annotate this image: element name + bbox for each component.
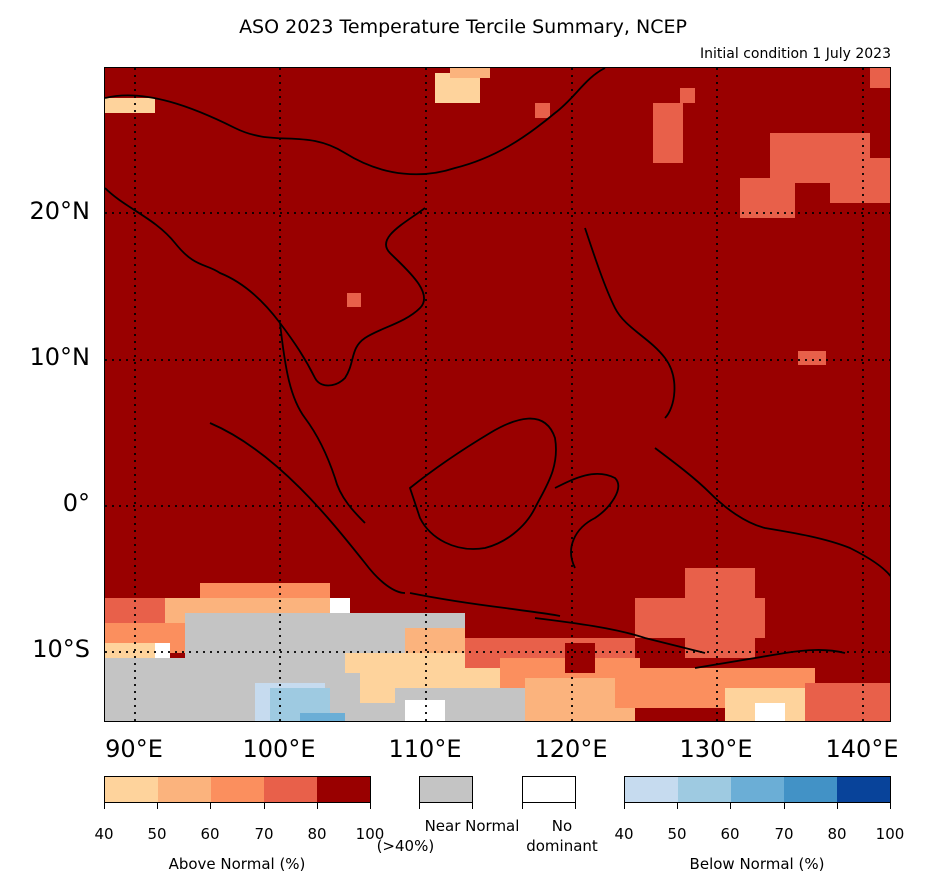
above-40-50-swatch [105, 777, 158, 802]
near-normal-swatch [419, 776, 473, 803]
below-tick-80: 80 [827, 825, 847, 843]
coastlines [105, 68, 890, 669]
lon-label-110e: 110°E [388, 735, 462, 763]
no-dominant-label-line1: No [551, 817, 573, 835]
forecast-map [104, 67, 891, 722]
above-50-60-swatch [158, 777, 211, 802]
below-70-80-swatch [784, 777, 837, 802]
above-tick-60: 60 [200, 825, 220, 843]
above-70-80-swatch [264, 777, 317, 802]
no-dominant-label: No dominant [526, 816, 598, 856]
lat-label-20n: 20°N [29, 197, 91, 225]
below-40-50-swatch [625, 777, 678, 802]
below-normal-caption: Below Normal (%) [689, 855, 825, 873]
graticule [105, 68, 890, 721]
near-normal-label: Near Normal (>40%) [377, 816, 520, 856]
lon-label-100e: 100°E [242, 735, 316, 763]
initial-condition-note: Initial condition 1 July 2023 [700, 46, 891, 62]
north-patches [105, 68, 890, 365]
below-60-70-swatch [731, 777, 784, 802]
above-normal-colorbar [104, 776, 371, 803]
near-normal-label-line1: Near Normal [424, 817, 520, 835]
below-normal-colorbar [624, 776, 891, 803]
lon-label-120e: 120°E [534, 735, 608, 763]
lon-label-90e: 90°E [105, 735, 163, 763]
no-dominant-label-line2: dominant [526, 837, 598, 855]
lon-label-130e: 130°E [679, 735, 753, 763]
lat-label-0: 0° [62, 489, 90, 517]
below-tick-70: 70 [774, 825, 794, 843]
below-tick-100: 100 [875, 825, 905, 843]
lat-label-10s: 10°S [32, 635, 90, 663]
lon-label-140e: 140°E [825, 735, 899, 763]
below-tick-40: 40 [614, 825, 634, 843]
above-60-70-swatch [211, 777, 264, 802]
near-normal-label-line2: (>40%) [376, 837, 435, 855]
map-title: ASO 2023 Temperature Tercile Summary, NC… [239, 16, 687, 38]
south-patches [105, 568, 890, 721]
map-canvas [105, 68, 890, 721]
below-tick-60: 60 [720, 825, 740, 843]
below-80-100-swatch [837, 777, 890, 802]
above-tick-80: 80 [307, 825, 327, 843]
above-tick-40: 40 [94, 825, 114, 843]
above-tick-50: 50 [147, 825, 167, 843]
below-50-60-swatch [678, 777, 731, 802]
above-tick-100: 100 [355, 825, 385, 843]
above-80-100-swatch [317, 777, 370, 802]
no-dominant-swatch [522, 776, 576, 803]
lat-label-10n: 10°N [29, 343, 91, 371]
below-tick-50: 50 [667, 825, 687, 843]
above-tick-70: 70 [254, 825, 274, 843]
above-normal-caption: Above Normal (%) [168, 855, 306, 873]
